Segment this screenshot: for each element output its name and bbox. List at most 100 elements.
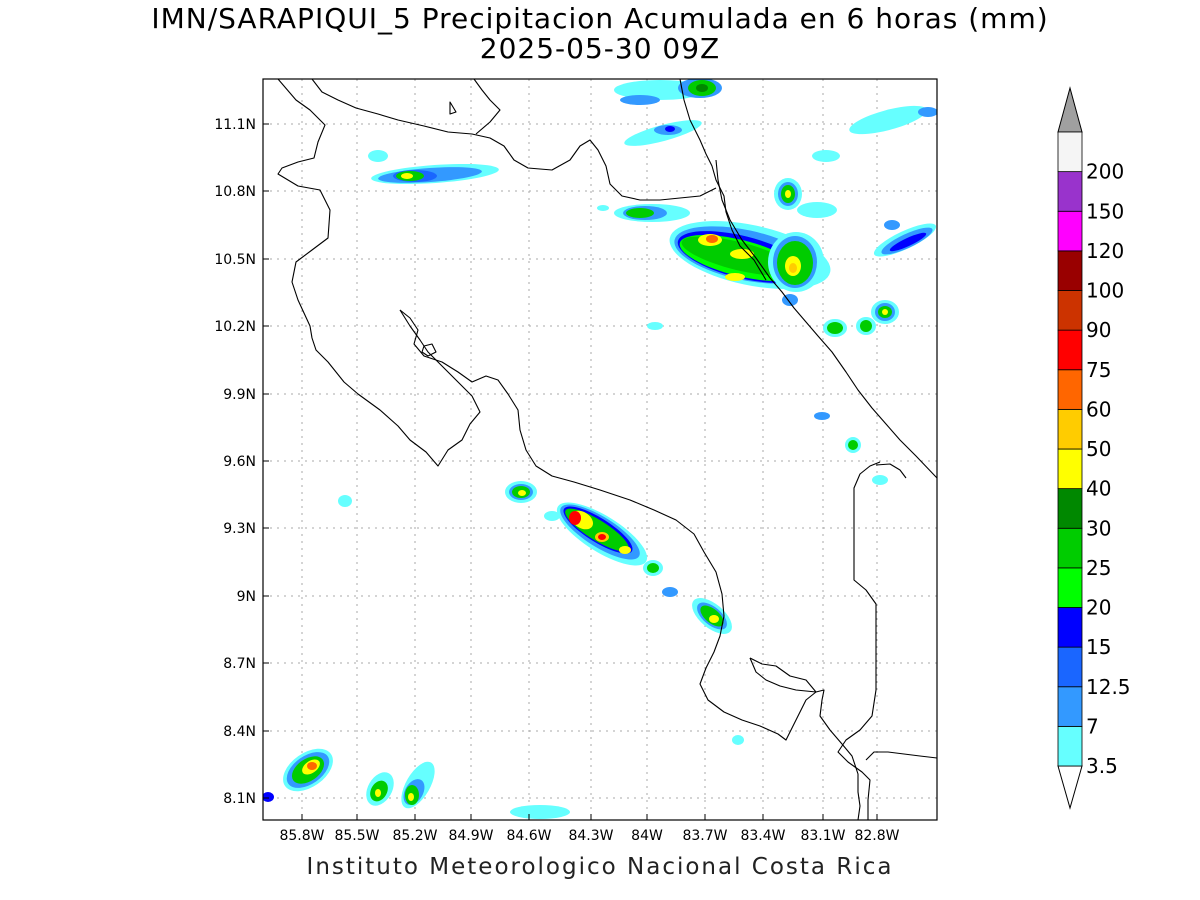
rain-cell — [872, 475, 888, 485]
colorbar-swatch — [1057, 131, 1083, 173]
rain-cell — [597, 205, 609, 211]
nicaragua-pacific-coast — [277, 79, 481, 467]
lat-label: 10.2N — [214, 319, 256, 335]
coastlines — [277, 79, 937, 820]
rain-cell — [662, 587, 678, 597]
colorbar-swatch — [1057, 488, 1083, 529]
lat-label: 9N — [237, 589, 256, 605]
colorbar-swatch — [1057, 607, 1083, 648]
nicaragua-lake-shore — [311, 79, 717, 201]
caribbean-coast — [715, 159, 937, 479]
lon-label: 85.8W — [279, 828, 324, 844]
rain-cell — [732, 735, 744, 745]
island — [449, 101, 457, 115]
colorbar-label: 150 — [1086, 199, 1124, 223]
footer-credit: Instituto Meteorologico Nacional Costa R… — [306, 854, 894, 880]
rain-cell — [263, 792, 274, 802]
rain-cell — [647, 322, 663, 330]
lon-label: 84.3W — [568, 828, 613, 844]
rain-cell — [768, 232, 824, 292]
lat-label: 9.6N — [223, 454, 256, 470]
rain-cell — [614, 79, 722, 105]
rain-cell — [643, 560, 663, 576]
rain-cell — [283, 748, 333, 792]
rain-cell — [782, 294, 876, 337]
colorbar-swatch — [1057, 290, 1083, 331]
rain-cell — [814, 412, 830, 420]
colorbar-label: 100 — [1086, 279, 1124, 303]
lon-label: 85.2W — [392, 828, 437, 844]
colorbar-swatch — [1057, 686, 1083, 727]
lat-label: 8.4N — [223, 724, 256, 740]
colorbar-swatch — [1057, 646, 1083, 688]
colorbar-swatch — [1057, 210, 1083, 252]
lat-label: 10.5N — [214, 252, 256, 268]
lat-label: 9.9N — [223, 387, 256, 403]
rain-cell — [505, 481, 537, 503]
rain-cell — [812, 150, 840, 162]
rain-cell — [871, 300, 899, 324]
colorbar-top-triangle — [1057, 86, 1083, 133]
colorbar-swatch — [1057, 448, 1083, 490]
rain-cell — [692, 598, 732, 634]
colorbar-label: 15 — [1086, 635, 1111, 659]
osa-peninsula-coast — [749, 657, 861, 820]
lat-label: 9.3N — [223, 521, 256, 537]
map-valid-time: 2025-05-30 09Z — [479, 32, 721, 65]
colorbar-label: 40 — [1086, 477, 1111, 501]
lat-label: 8.1N — [223, 791, 256, 807]
lat-label: 11.1N — [214, 117, 256, 133]
colorbar-label: 120 — [1086, 239, 1124, 263]
colorbar-label: 60 — [1086, 397, 1111, 421]
bocas-island — [875, 463, 907, 479]
colorbar-label: 30 — [1086, 516, 1111, 540]
lake-nicaragua-north-shore — [473, 79, 501, 135]
colorbar-swatch — [1057, 369, 1083, 410]
lon-label: 84W — [631, 828, 663, 844]
colorbar-swatch — [1057, 527, 1083, 569]
colorbar-swatch — [1057, 567, 1083, 608]
lat-label: 8.7N — [223, 656, 256, 672]
colorbar-swatch — [1057, 329, 1083, 371]
precipitation-field — [263, 79, 937, 819]
colorbar-label: 12.5 — [1086, 675, 1131, 699]
colorbar-swatch — [1057, 171, 1083, 212]
lon-label: 85.5W — [334, 828, 379, 844]
rain-cell — [797, 202, 837, 218]
lon-label: 83.1W — [800, 828, 845, 844]
rain-cell — [774, 178, 802, 210]
colorbar-swatch — [1057, 408, 1083, 450]
lon-label: 84.6W — [506, 828, 551, 844]
rain-cell — [338, 495, 352, 507]
colorbar-bottom-triangle — [1057, 765, 1083, 810]
lon-label: 83.7W — [682, 828, 727, 844]
colorbar-label: 25 — [1086, 556, 1111, 580]
lat-labels: 11.1N 10.8N 10.5N 10.2N 9.9N 9.6N 9.3N 9… — [214, 117, 256, 807]
color-bar-legend: 3.5 7 12.5 15 20 25 30 40 50 60 75 90 100 120 150 200 — [1057, 86, 1131, 810]
rain-cell — [371, 163, 499, 185]
rain-cell — [368, 150, 388, 162]
nicoya-gulf-coast — [399, 309, 817, 741]
rain-cell — [556, 502, 648, 566]
rain-cell — [873, 220, 937, 257]
colorbar-label: 7 — [1086, 714, 1099, 738]
map-title: IMN/SARAPIQUI_5 Precipitacion Acumulada … — [151, 2, 1049, 35]
colorbar-label: 3.5 — [1086, 754, 1118, 778]
colorbar-swatch — [1057, 250, 1083, 291]
lon-label: 83.4W — [740, 828, 785, 844]
rain-cell — [849, 105, 937, 135]
colorbar-label: 20 — [1086, 596, 1111, 620]
rain-cell — [614, 204, 690, 222]
rain-cell — [845, 437, 861, 453]
colorbar-label: 200 — [1086, 160, 1124, 184]
map-frame — [262, 78, 938, 821]
rain-cell — [401, 761, 435, 809]
rain-cell — [510, 805, 570, 819]
lon-label: 84.9W — [448, 828, 493, 844]
rain-cell — [624, 120, 702, 146]
lon-label: 82.8W — [854, 828, 899, 844]
colorbar-label: 90 — [1086, 318, 1111, 342]
panama-border — [837, 461, 881, 820]
panama-coast — [865, 751, 937, 761]
